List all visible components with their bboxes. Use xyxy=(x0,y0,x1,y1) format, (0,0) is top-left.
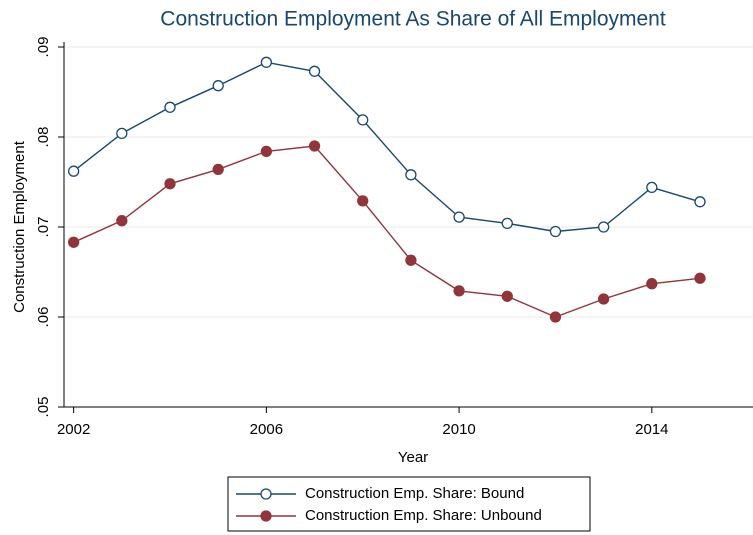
y-tick-label: .06 xyxy=(35,307,52,328)
y-tick-label: .09 xyxy=(35,37,52,58)
marker xyxy=(501,290,513,302)
legend-marker xyxy=(260,488,272,500)
marker xyxy=(116,127,128,140)
legend-box xyxy=(227,476,591,532)
y-axis-label: Construction Employment xyxy=(11,140,28,313)
marker xyxy=(646,278,658,290)
x-tick-label: 2006 xyxy=(250,421,283,438)
x-tick-label: 2010 xyxy=(442,421,475,438)
marker xyxy=(694,272,706,284)
marker xyxy=(67,165,80,177)
marker xyxy=(308,140,321,152)
chart-title: Construction Employment As Share of All … xyxy=(160,8,666,31)
x-tick-label: 2014 xyxy=(635,421,668,438)
marker xyxy=(646,181,658,194)
marker xyxy=(549,311,562,323)
marker xyxy=(501,217,513,230)
marker xyxy=(597,221,610,233)
marker xyxy=(116,215,128,227)
x-axis-label: Year xyxy=(398,449,428,466)
y-tick-label: .05 xyxy=(35,397,52,418)
marker xyxy=(260,56,273,68)
y-tick-label: .07 xyxy=(35,217,52,238)
legend-label: Construction Emp. Share: Unbound xyxy=(305,507,542,524)
marker xyxy=(67,236,80,248)
marker xyxy=(405,254,417,266)
y-tick-label: .08 xyxy=(35,127,52,148)
x-tick-label: 2002 xyxy=(57,421,90,438)
legend-label: Construction Emp. Share: Bound xyxy=(305,485,524,502)
legend-marker xyxy=(260,510,272,522)
marker xyxy=(308,65,321,77)
series-line xyxy=(73,145,701,318)
marker xyxy=(212,80,224,92)
marker xyxy=(453,285,465,297)
marker xyxy=(357,195,369,207)
marker xyxy=(453,211,465,223)
marker xyxy=(694,196,706,208)
marker xyxy=(164,178,176,190)
marker xyxy=(212,163,224,176)
marker xyxy=(597,293,610,305)
series-line xyxy=(73,61,701,233)
marker xyxy=(164,101,176,113)
marker xyxy=(260,145,273,158)
legend: Construction Emp. Share: Bound Constructi… xyxy=(236,485,542,524)
marker xyxy=(357,114,369,126)
marker xyxy=(405,169,417,181)
marker xyxy=(549,225,562,238)
